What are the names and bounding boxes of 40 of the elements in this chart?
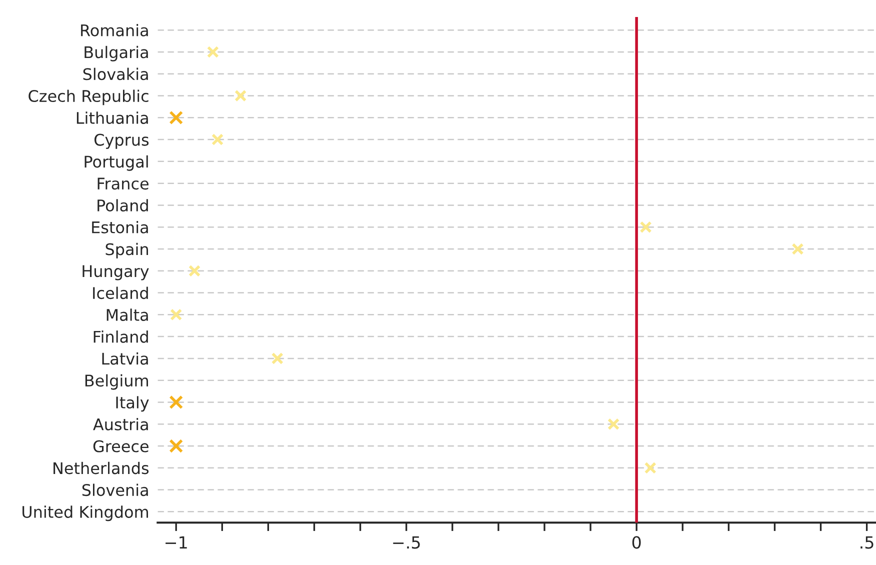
y-tick-label: Finland <box>94 330 148 343</box>
y-tick-label: Belgium <box>85 374 148 390</box>
y-tick-label: Poland <box>98 199 148 212</box>
y-tick-label: Hungary <box>82 265 149 280</box>
y-tick-label: Estonia <box>92 221 148 234</box>
point <box>211 133 224 146</box>
x-tick-label: −.5 <box>393 536 420 549</box>
y-tick-label: Greece <box>93 440 148 452</box>
x-tick-label: −1 <box>166 536 187 548</box>
y-tick-label: Slovenia <box>82 484 148 496</box>
y-tick-label: Austria <box>93 418 148 430</box>
y-tick-label: Lithuania <box>76 112 148 124</box>
point <box>169 439 184 453</box>
y-tick-label: Portugal <box>84 155 148 171</box>
point <box>170 308 182 321</box>
y-tick-label: Spain <box>106 242 148 258</box>
y-tick-label: France <box>98 178 148 190</box>
point <box>169 110 184 125</box>
x-tick-label: .5 <box>860 536 874 549</box>
y-tick-label: Iceland <box>93 286 148 300</box>
point <box>234 90 247 102</box>
y-tick-label: Netherlands <box>54 462 149 474</box>
y-tick-label: Malta <box>106 308 148 321</box>
y-tick-label: United Kingdom <box>22 506 148 522</box>
y-tick-label: Czech Republic <box>28 90 148 106</box>
y-tick-label: Slovakia <box>83 68 148 80</box>
point <box>640 221 652 234</box>
point <box>271 352 284 364</box>
point <box>644 462 656 474</box>
point <box>188 264 201 277</box>
y-tick-label: Romania <box>81 24 148 36</box>
point <box>206 46 219 58</box>
point <box>169 395 184 410</box>
x-tick-label: 0 <box>632 536 641 549</box>
point <box>792 242 804 256</box>
y-tick-label: Bulgaria <box>84 46 148 62</box>
y-tick-label: Latvia <box>102 352 148 365</box>
y-tick-label: Cyprus <box>94 134 149 149</box>
point <box>607 418 620 430</box>
y-tick-label: Italy <box>116 396 149 412</box>
